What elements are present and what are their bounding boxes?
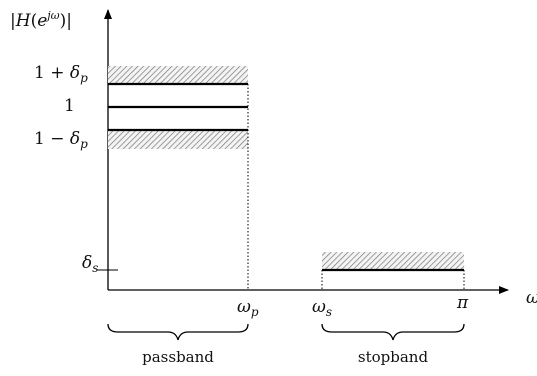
x-axis-label: ω [526, 288, 537, 308]
label-one-plus-delta-p: 1 + δp [34, 63, 88, 85]
stopband-brace [321, 323, 465, 341]
label-omega-p: ωp [237, 297, 259, 319]
passband-label: passband [142, 348, 214, 366]
stopband-tolerance [322, 252, 464, 270]
label-omega-s: ωs [312, 297, 332, 319]
y-axis-title: |H(ejω)| [10, 9, 72, 31]
label-pi: π [456, 293, 469, 313]
passband-brace [107, 323, 249, 341]
passband-lower-tolerance [108, 130, 248, 149]
passband-upper-tolerance [108, 66, 248, 84]
stopband-label: stopband [358, 348, 429, 366]
label-one: 1 [64, 96, 75, 116]
label-one-minus-delta-p: 1 − δp [34, 129, 88, 151]
label-delta-s: δs [82, 253, 98, 275]
